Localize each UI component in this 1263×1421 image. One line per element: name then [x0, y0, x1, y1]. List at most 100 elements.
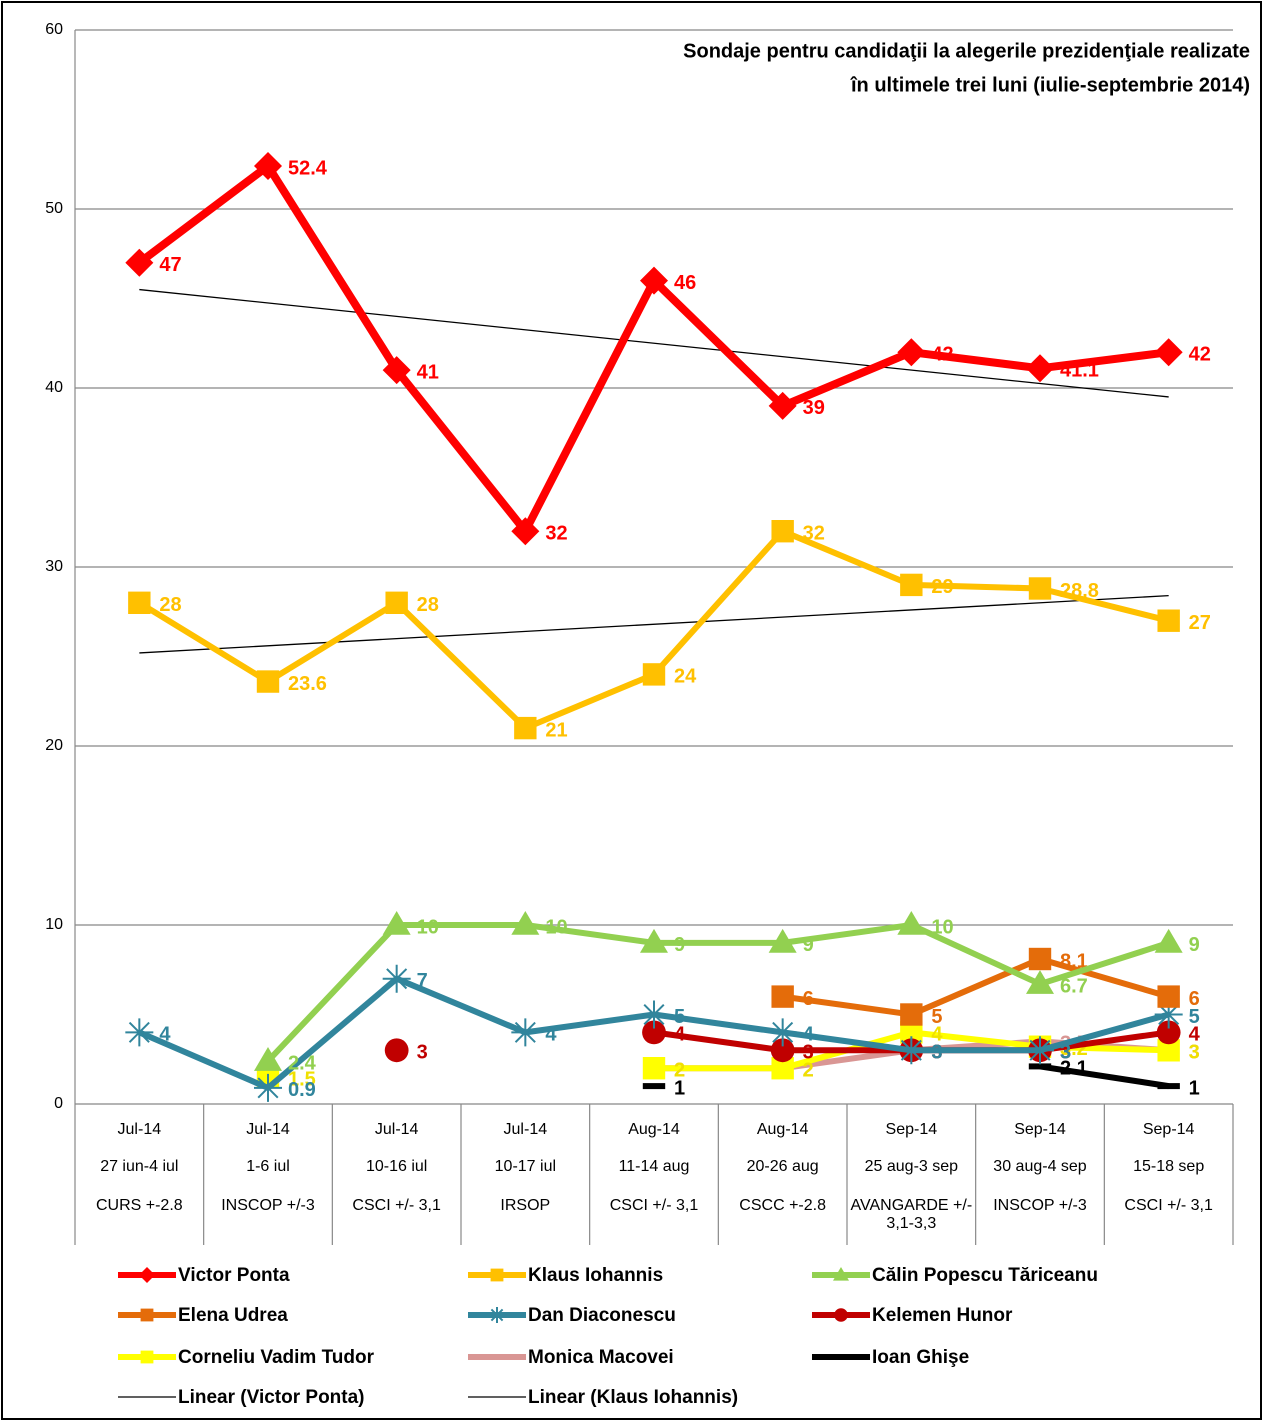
- series-line: [782, 956, 1170, 1018]
- marker: [640, 266, 668, 295]
- marker: [125, 248, 154, 277]
- legend-label: Dan Diaconescu: [528, 1305, 676, 1326]
- marker: [384, 1038, 409, 1063]
- marker: [642, 663, 666, 686]
- data-label: 4: [1189, 1024, 1201, 1046]
- data-label: 3: [1060, 1042, 1071, 1064]
- data-label: 1: [674, 1077, 685, 1099]
- data-label: 28: [417, 594, 439, 616]
- data-label: 27: [1189, 612, 1211, 634]
- marker: [139, 1267, 155, 1283]
- x-tick-label: Aug-14: [756, 1121, 809, 1138]
- marker: [489, 1307, 505, 1323]
- legend-label: Linear (Victor Ponta): [178, 1387, 365, 1408]
- category-date: 25 aug-3 sep: [864, 1158, 959, 1175]
- category-date: 30 aug-4 sep: [993, 1158, 1087, 1175]
- data-label: 3: [1189, 1042, 1200, 1064]
- data-label: 8.1: [1060, 950, 1088, 972]
- series-line: [136, 162, 1170, 536]
- series-line: [265, 922, 1170, 1064]
- trendline: [139, 594, 1169, 654]
- data-label: 4: [931, 1024, 943, 1046]
- data-label: 3: [931, 1042, 942, 1064]
- data-label: 6: [1189, 988, 1200, 1010]
- category-date: 27 iun-4 iul: [100, 1158, 179, 1175]
- marker: [897, 338, 926, 367]
- data-label: 2: [803, 1059, 814, 1081]
- marker: [1154, 1000, 1183, 1029]
- data-label: 3: [803, 1042, 814, 1064]
- data-label: 5: [931, 1006, 942, 1028]
- marker: [900, 1003, 923, 1026]
- marker: [125, 1018, 154, 1047]
- data-label: 3: [1060, 1042, 1071, 1064]
- y-tick-label: 10: [45, 916, 63, 933]
- marker: [385, 591, 408, 614]
- data-label: 2: [674, 1059, 685, 1081]
- marker: [1028, 577, 1052, 600]
- category-date: 15-18 sep: [1133, 1158, 1205, 1175]
- data-label: 4: [159, 1024, 171, 1046]
- marker: [640, 928, 668, 953]
- legend-label: Călin Popescu Tăriceanu: [872, 1265, 1098, 1286]
- category-date: 1-6 iul: [246, 1158, 290, 1175]
- y-tick-label: 30: [45, 558, 63, 575]
- marker: [1028, 947, 1052, 971]
- data-label: 46: [674, 272, 696, 294]
- marker: [1154, 928, 1183, 953]
- data-label: 10: [545, 916, 567, 938]
- marker: [768, 928, 797, 953]
- marker: [1026, 970, 1054, 994]
- y-tick-label: 50: [45, 200, 63, 217]
- legend-label: Victor Ponta: [178, 1265, 290, 1286]
- marker: [833, 1267, 849, 1281]
- marker: [771, 520, 794, 543]
- data-label: 6.7: [1060, 975, 1088, 997]
- data-label: 42: [1189, 343, 1211, 365]
- legend-label: Klaus Iohannis: [528, 1265, 663, 1286]
- marker: [128, 591, 151, 614]
- marker: [382, 964, 411, 993]
- marker: [514, 716, 537, 740]
- chart-title: Sondaje pentru candidaţii la alegerile p…: [683, 40, 1250, 62]
- marker: [1026, 1036, 1054, 1065]
- marker: [140, 1350, 154, 1364]
- data-label: 32: [545, 522, 567, 544]
- marker: [1157, 985, 1180, 1008]
- marker: [771, 985, 794, 1008]
- marker: [140, 1308, 154, 1322]
- marker: [640, 1000, 668, 1029]
- data-label: 29: [931, 576, 953, 598]
- data-label: 23.6: [288, 673, 327, 695]
- marker: [256, 670, 280, 693]
- x-tick-label: Jul-14: [503, 1121, 548, 1138]
- category-pollster: CSCC +-2.8: [739, 1197, 826, 1214]
- data-label: 41: [417, 361, 439, 383]
- x-tick-label: Sep-14: [1142, 1121, 1195, 1138]
- data-label: 5: [1189, 1006, 1200, 1028]
- category-pollster: IRSOP: [500, 1197, 551, 1214]
- data-label: 3: [1189, 1042, 1200, 1064]
- data-label: 9: [674, 934, 685, 956]
- category-date: 10-16 iul: [365, 1158, 428, 1175]
- data-label: 4: [674, 1024, 686, 1046]
- marker: [1028, 1063, 1052, 1070]
- marker: [770, 1038, 795, 1063]
- category-pollster: AVANGARDE +/- 3,1-3,3: [850, 1197, 973, 1232]
- data-label: 9: [1189, 934, 1200, 956]
- marker: [900, 573, 923, 597]
- marker: [511, 1018, 540, 1047]
- marker: [897, 911, 926, 935]
- category-pollster: INSCOP +/-3: [993, 1197, 1087, 1214]
- marker: [900, 1021, 923, 1044]
- data-label: 39: [803, 397, 825, 419]
- data-label: 2.1: [1060, 1058, 1088, 1080]
- category-pollster: CSCI +/- 3,1: [609, 1197, 699, 1214]
- legend-label: Corneliu Vadim Tudor: [178, 1347, 375, 1368]
- marker: [1157, 1083, 1180, 1090]
- data-label: 41.1: [1060, 360, 1099, 382]
- marker: [382, 356, 411, 385]
- marker: [1156, 1020, 1181, 1045]
